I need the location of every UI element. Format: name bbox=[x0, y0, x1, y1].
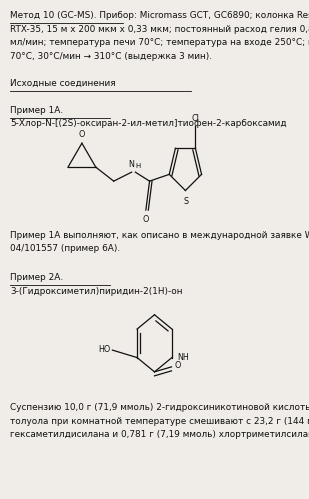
Text: Пример 2А.: Пример 2А. bbox=[10, 273, 63, 282]
Text: Cl: Cl bbox=[192, 114, 199, 123]
Text: O: O bbox=[143, 215, 149, 224]
Text: S: S bbox=[184, 198, 189, 207]
Text: 70°C, 30°C/мин → 310°C (выдержка 3 мин).: 70°C, 30°C/мин → 310°C (выдержка 3 мин). bbox=[10, 52, 212, 61]
Text: толуола при комнатной температуре смешивают с 23,2 г (144 ммоль): толуола при комнатной температуре смешив… bbox=[10, 417, 309, 426]
Text: 5-Хлор-N-[(2S)-оксиран-2-ил-метил]тиофен-2-карбоксамид: 5-Хлор-N-[(2S)-оксиран-2-ил-метил]тиофен… bbox=[10, 119, 286, 128]
Text: гексаметилдисилана и 0,781 г (7,19 ммоль) хлортриметилсилана, после: гексаметилдисилана и 0,781 г (7,19 ммоль… bbox=[10, 430, 309, 439]
Text: HO: HO bbox=[99, 345, 111, 354]
Text: Суспензию 10,0 г (71,9 ммоль) 2-гидроксиникотиновой кислоты в 100 мл: Суспензию 10,0 г (71,9 ммоль) 2-гидрокси… bbox=[10, 403, 309, 412]
Text: O: O bbox=[175, 361, 181, 370]
Text: Исходные соединения: Исходные соединения bbox=[10, 79, 116, 88]
Text: 04/101557 (пример 6А).: 04/101557 (пример 6А). bbox=[10, 244, 120, 253]
Text: N: N bbox=[129, 160, 135, 169]
Text: Пример 1А.: Пример 1А. bbox=[10, 106, 63, 115]
Text: Пример 1А выполняют, как описано в международной заявке WO: Пример 1А выполняют, как описано в между… bbox=[10, 231, 309, 240]
Text: 3-(Гидроксиметил)пиридин-2(1Н)-он: 3-(Гидроксиметил)пиридин-2(1Н)-он bbox=[10, 287, 182, 296]
Text: NH: NH bbox=[177, 353, 189, 362]
Text: RTX-35, 15 м x 200 мкм x 0,33 мкм; постоянный расход гелия 0,88: RTX-35, 15 м x 200 мкм x 0,33 мкм; посто… bbox=[10, 25, 309, 34]
Text: мл/мин; температура печи 70°C; температура на входе 250°C; градиент:: мл/мин; температура печи 70°C; температу… bbox=[10, 38, 309, 47]
Text: H: H bbox=[136, 163, 141, 169]
Text: O: O bbox=[79, 130, 85, 139]
Text: Метод 10 (GC-MS). Прибор: Micromass GCT, GC6890; колонка Restek: Метод 10 (GC-MS). Прибор: Micromass GCT,… bbox=[10, 11, 309, 20]
